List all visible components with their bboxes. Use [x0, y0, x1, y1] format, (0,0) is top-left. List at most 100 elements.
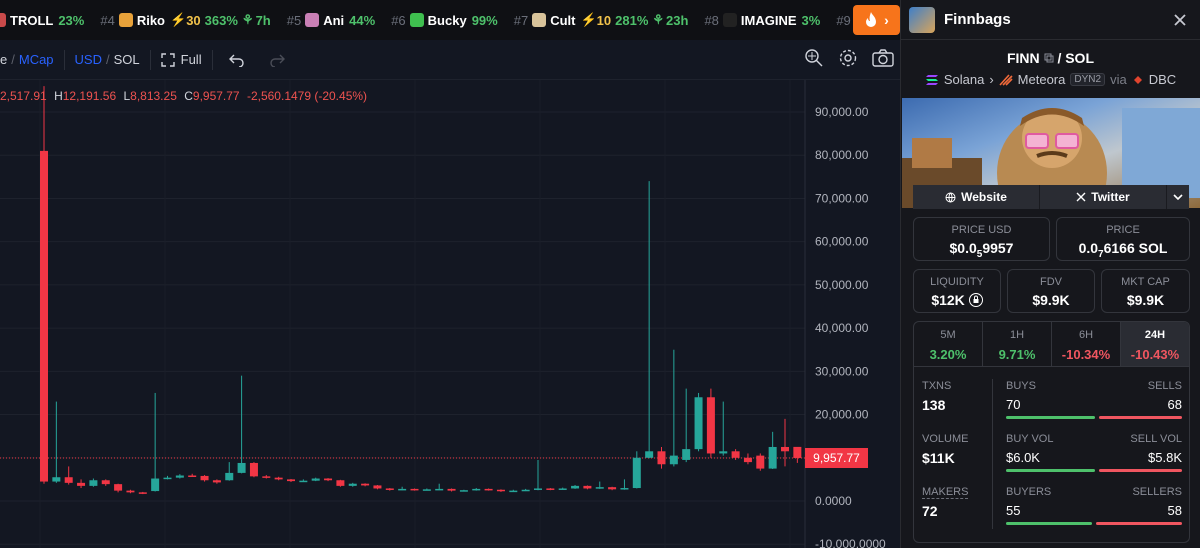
- candle-body[interactable]: [40, 150, 48, 482]
- candle-body[interactable]: [682, 449, 691, 460]
- ohlc-change: -2,560.1479 (-20.45%): [246, 89, 368, 103]
- candle-body[interactable]: [435, 488, 444, 491]
- candle-body[interactable]: [336, 480, 345, 486]
- candle-body[interactable]: [632, 457, 641, 489]
- copy-icon[interactable]: [1044, 53, 1054, 63]
- candle-body[interactable]: [731, 451, 740, 458]
- undo-icon[interactable]: [228, 53, 245, 67]
- candle-body[interactable]: [410, 488, 419, 491]
- candle-body[interactable]: [422, 489, 431, 491]
- candle-body[interactable]: [509, 490, 518, 493]
- redo-icon[interactable]: [269, 53, 285, 67]
- candle-body[interactable]: [348, 483, 357, 486]
- candle-body[interactable]: [89, 480, 98, 486]
- ticker-change: 3%: [801, 12, 821, 28]
- settings-gear-icon[interactable]: [838, 48, 858, 68]
- candle-body[interactable]: [77, 482, 86, 486]
- candle-body[interactable]: [694, 397, 703, 450]
- fdv-box: FDV $9.9K: [1007, 269, 1095, 313]
- candle-body[interactable]: [52, 477, 61, 482]
- candle-body[interactable]: [373, 485, 382, 489]
- candle-body[interactable]: [608, 487, 617, 490]
- candle-body[interactable]: [64, 477, 73, 483]
- candle-body[interactable]: [781, 446, 789, 452]
- candle-body[interactable]: [361, 483, 370, 486]
- twitter-button[interactable]: Twitter: [1040, 185, 1167, 209]
- candle-body[interactable]: [101, 480, 110, 485]
- toolbar-cut-label[interactable]: e: [0, 52, 8, 67]
- candle-body[interactable]: [472, 488, 481, 491]
- candle-body[interactable]: [237, 462, 246, 473]
- candle-body[interactable]: [114, 484, 123, 491]
- indicator-search-icon[interactable]: [804, 48, 824, 68]
- tab-6h[interactable]: 6H -10.34%: [1052, 322, 1121, 366]
- candle-body[interactable]: [793, 446, 802, 458]
- candle-body[interactable]: [620, 488, 629, 490]
- trending-button[interactable]: ›: [853, 5, 900, 35]
- dex-name[interactable]: Meteora: [1017, 72, 1066, 87]
- candle-body[interactable]: [669, 455, 678, 465]
- candle-body[interactable]: [299, 480, 308, 483]
- candle-body[interactable]: [756, 455, 765, 469]
- candle-body[interactable]: [262, 476, 271, 478]
- candle-body[interactable]: [151, 478, 160, 492]
- candle-body[interactable]: [496, 489, 505, 492]
- ticker-item[interactable]: TROLL 23%: [0, 13, 84, 28]
- website-button[interactable]: Website: [913, 185, 1040, 209]
- ticker-item[interactable]: #4 Riko ⚡ 30 363% ⚘ 7h: [100, 12, 270, 28]
- candle-body[interactable]: [200, 475, 209, 481]
- candle-body[interactable]: [719, 451, 728, 454]
- mcap-toggle[interactable]: MCap: [18, 52, 54, 67]
- more-links-button[interactable]: [1167, 185, 1189, 209]
- candle-body[interactable]: [163, 477, 172, 480]
- candle-body[interactable]: [743, 457, 752, 463]
- camera-icon[interactable]: [872, 48, 894, 68]
- candle-body[interactable]: [645, 451, 654, 458]
- token-avatar-icon: [722, 13, 737, 27]
- chain-name[interactable]: Solana: [943, 72, 985, 87]
- candle-body[interactable]: [324, 478, 333, 481]
- price-chart[interactable]: 90,000.00 80,000.00 70,000.00 60,000.00 50,0…: [0, 80, 900, 548]
- launchpad-name[interactable]: DBC: [1148, 72, 1177, 87]
- candle-body[interactable]: [521, 489, 530, 492]
- tab-24h[interactable]: 24H -10.43%: [1121, 322, 1189, 366]
- candle-body[interactable]: [706, 397, 715, 454]
- candle-body[interactable]: [249, 462, 258, 477]
- candle-body[interactable]: [558, 488, 567, 490]
- candle-body[interactable]: [571, 485, 580, 489]
- toolbar-slash: /: [106, 52, 110, 67]
- usd-toggle[interactable]: USD: [74, 52, 102, 67]
- candle-body[interactable]: [484, 488, 493, 491]
- candle-body[interactable]: [534, 488, 542, 490]
- ticker-item[interactable]: #6 Bucky 99%: [391, 13, 498, 28]
- close-icon[interactable]: [1170, 10, 1190, 30]
- candle-body[interactable]: [768, 446, 777, 469]
- fullscreen-button[interactable]: Full: [160, 52, 202, 67]
- ticker-item[interactable]: #5 Ani 44%: [287, 13, 375, 28]
- candle-body[interactable]: [274, 477, 283, 480]
- candle-body[interactable]: [595, 487, 604, 489]
- candle-body[interactable]: [126, 490, 135, 493]
- candle-body[interactable]: [212, 480, 221, 483]
- candle-body[interactable]: [225, 472, 234, 481]
- candlestick-chart[interactable]: 90,000.00 80,000.00 70,000.00 60,000.00 50,0…: [0, 80, 900, 548]
- candle-body[interactable]: [447, 488, 456, 491]
- tab-5m[interactable]: 5M 3.20%: [914, 322, 983, 366]
- buyvol-sellvol-row: BUY VOL SELL VOL $6.0K $5.8K: [1006, 433, 1182, 472]
- sol-toggle[interactable]: SOL: [113, 52, 140, 67]
- candle-body[interactable]: [175, 475, 184, 478]
- candle-body[interactable]: [583, 485, 592, 489]
- candle-body[interactable]: [287, 479, 295, 482]
- candle-body[interactable]: [657, 451, 666, 465]
- tab-1h[interactable]: 1H 9.71%: [983, 322, 1052, 366]
- candle-body[interactable]: [385, 488, 394, 490]
- candle-body[interactable]: [311, 478, 320, 481]
- candle-body[interactable]: [188, 475, 197, 477]
- candle-body[interactable]: [459, 490, 468, 492]
- candle-body[interactable]: [398, 488, 407, 491]
- candle-body[interactable]: [546, 488, 555, 490]
- ticker-item[interactable]: #7 Cult ⚡ 10 281% ⚘ 23h: [514, 12, 689, 28]
- candle-body[interactable]: [138, 492, 147, 494]
- ticker-item[interactable]: #8 IMAGINE 3%: [704, 13, 820, 28]
